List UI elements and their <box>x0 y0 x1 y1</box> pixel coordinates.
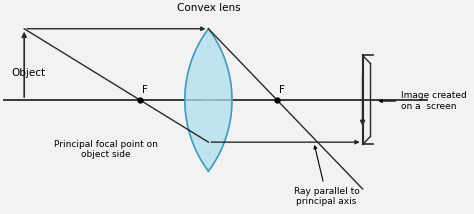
Polygon shape <box>185 29 232 171</box>
Text: Object: Object <box>11 68 46 78</box>
Text: Image created
on a  screen: Image created on a screen <box>380 91 467 111</box>
Text: Convex lens: Convex lens <box>177 3 240 13</box>
Text: F: F <box>279 85 285 95</box>
Text: Ray parallel to
principal axis: Ray parallel to principal axis <box>294 146 360 206</box>
Text: F: F <box>142 85 148 95</box>
Text: Principal focal point on
object side: Principal focal point on object side <box>54 140 157 159</box>
